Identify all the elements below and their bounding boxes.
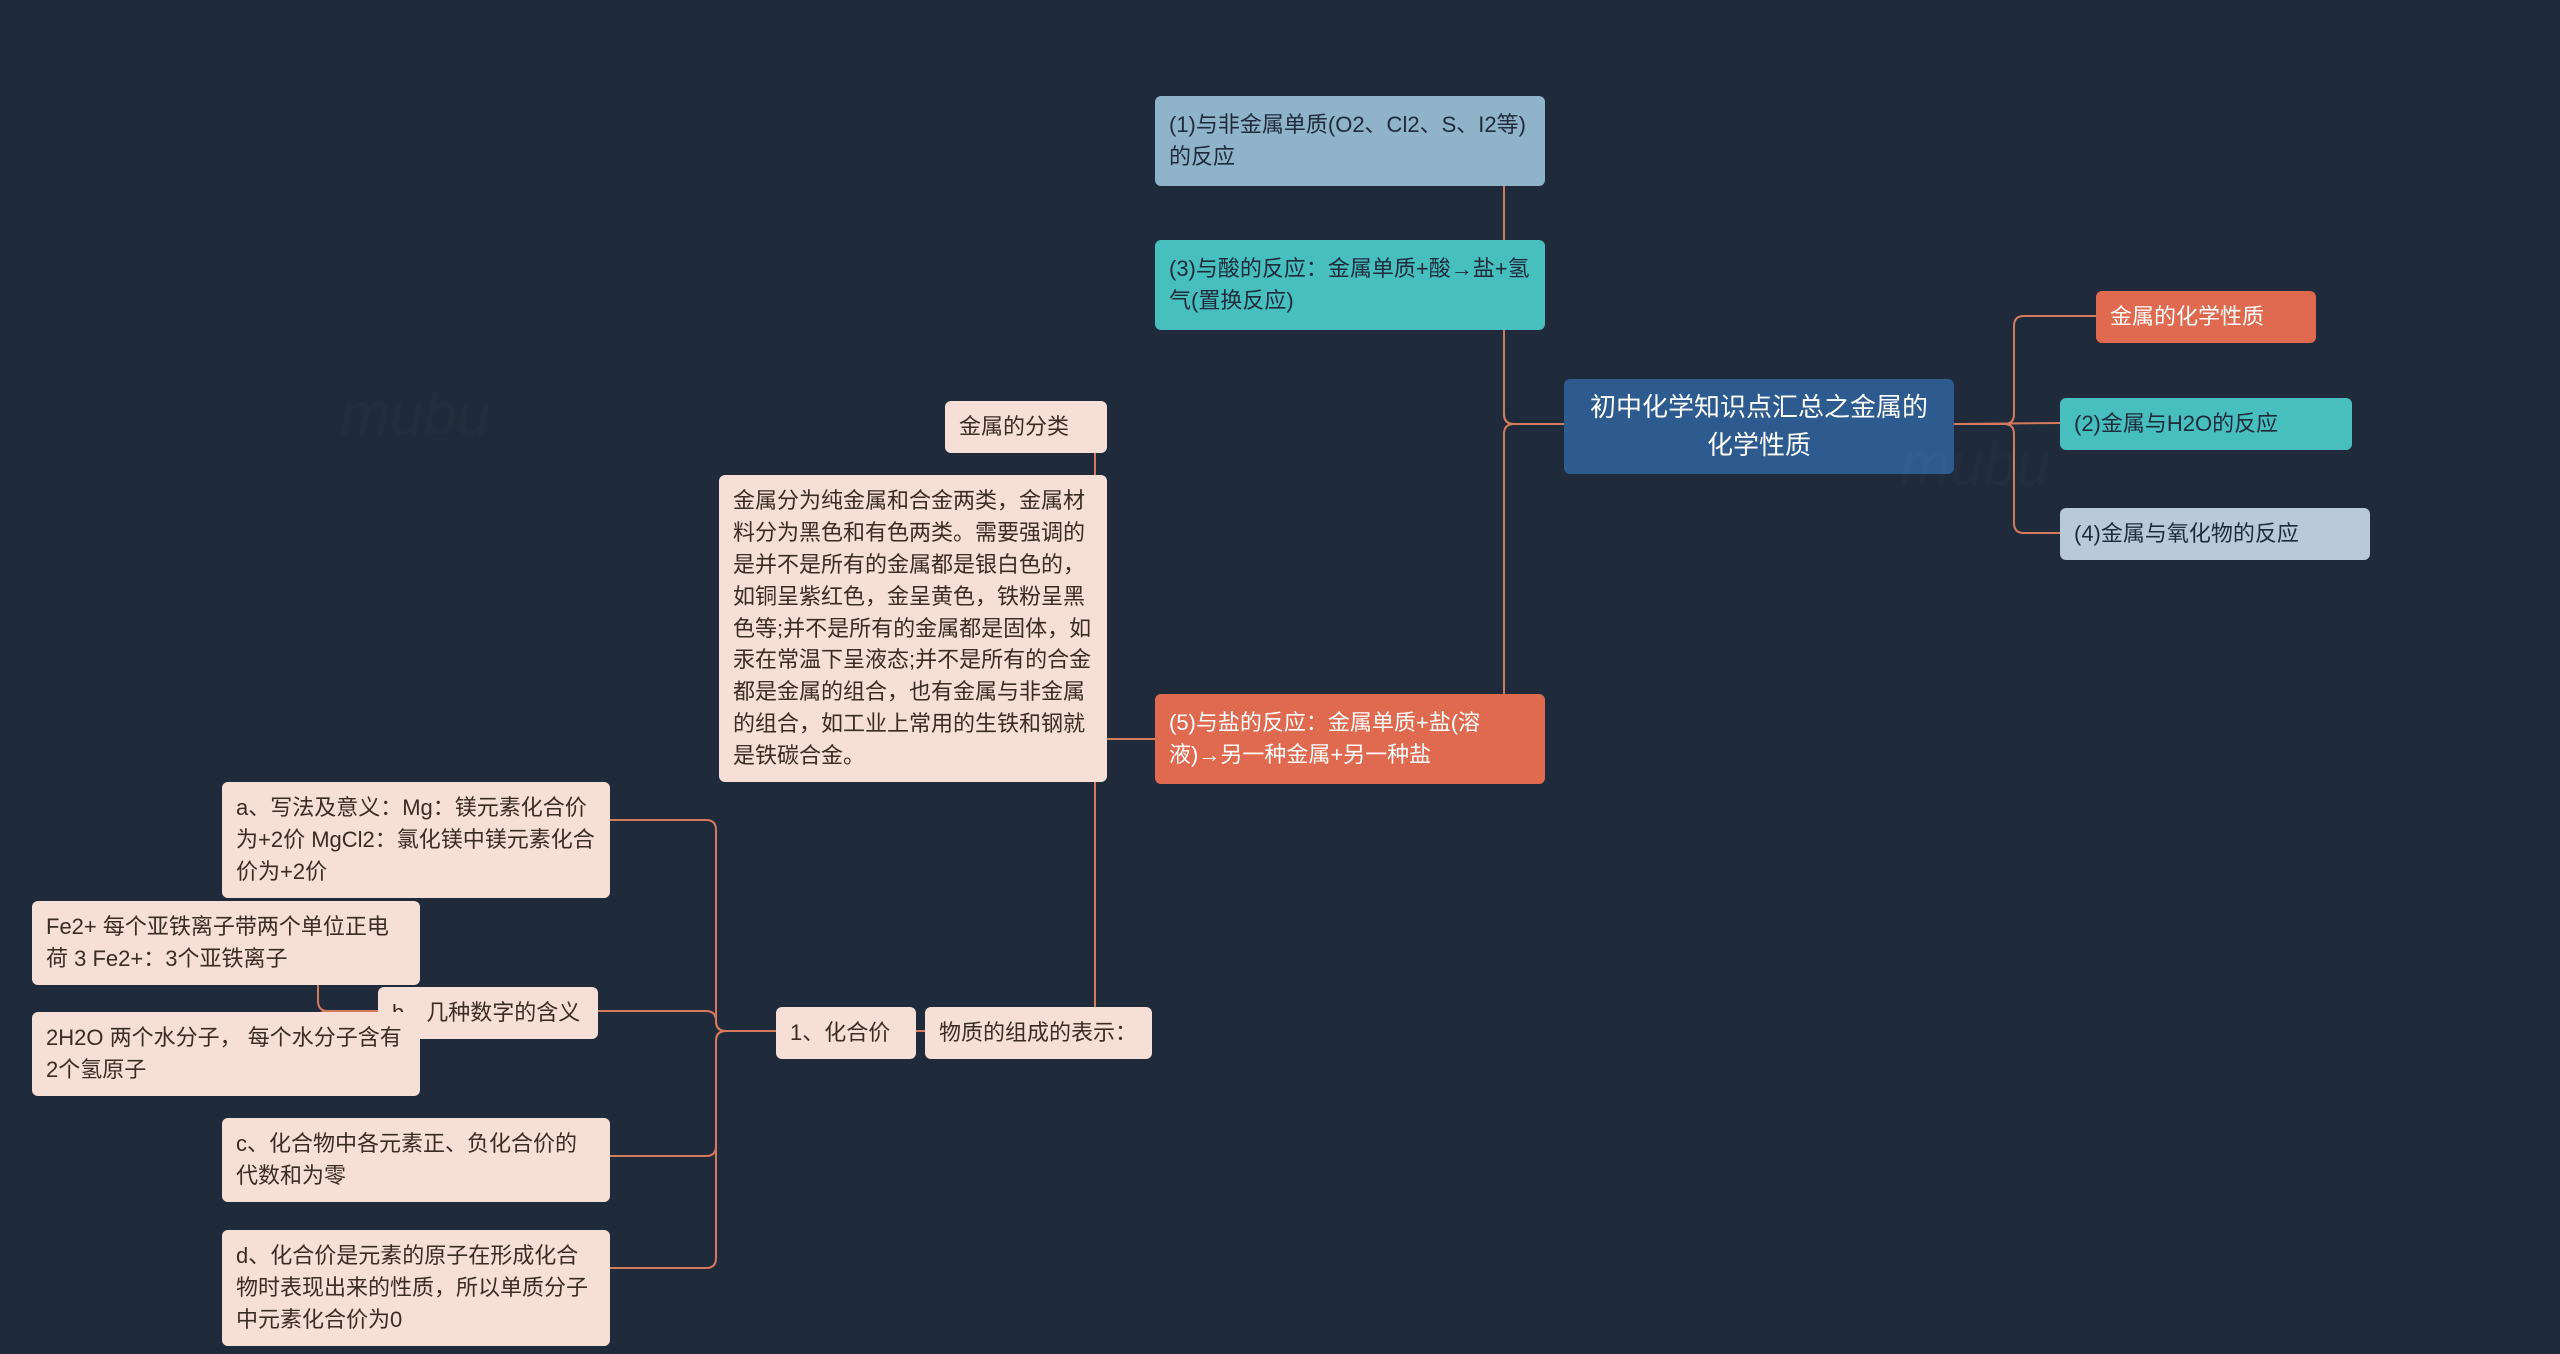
salt-child-0[interactable]: 金属的分类: [945, 401, 1107, 453]
connector: [610, 1031, 776, 1156]
valence-label[interactable]: 1、化合价: [776, 1007, 916, 1059]
right-child-2[interactable]: (4)金属与氧化物的反应: [2060, 508, 2370, 560]
connector: [1085, 739, 1155, 1031]
left-child-0[interactable]: (1)与非金属单质(O2、Cl2、S、I2等)的反应: [1155, 96, 1545, 186]
connector: [1954, 424, 2060, 533]
connector: [610, 820, 776, 1031]
right-child-1[interactable]: (2)金属与H2O的反应: [2060, 398, 2352, 450]
valence-child-3[interactable]: d、化合价是元素的原子在形成化合物时表现出来的性质，所以单质分子中元素化合价为0: [222, 1230, 610, 1346]
connector: [1494, 424, 1564, 739]
valence-child-2[interactable]: c、化合物中各元素正、负化合价的代数和为零: [222, 1118, 610, 1202]
salt-child-1[interactable]: 金属分为纯金属和合金两类，金属材料分为黑色和有色两类。需要强调的是并不是所有的金…: [719, 475, 1107, 782]
valence-child-0[interactable]: a、写法及意义：Mg：镁元素化合价为+2价 MgCl2：氯化镁中镁元素化合价为+…: [222, 782, 610, 898]
left-child-2[interactable]: (5)与盐的反应：金属单质+盐(溶液)→另一种金属+另一种盐: [1155, 694, 1545, 784]
right-child-0[interactable]: 金属的化学性质: [2096, 291, 2316, 343]
salt-child-2[interactable]: 物质的组成的表示：: [925, 1007, 1152, 1059]
connector: [610, 1031, 776, 1268]
left-child-1[interactable]: (3)与酸的反应：金属单质+酸→盐+氢气(置换反应): [1155, 240, 1545, 330]
b-child-1[interactable]: 2H2O 两个水分子， 每个水分子含有2个氢原子: [32, 1012, 420, 1096]
b-child-0[interactable]: Fe2+ 每个亚铁离子带两个单位正电荷 3 Fe2+：3个亚铁离子: [32, 901, 420, 985]
connector: [598, 1011, 776, 1031]
root-node[interactable]: 初中化学知识点汇总之金属的化学性质: [1564, 379, 1954, 474]
